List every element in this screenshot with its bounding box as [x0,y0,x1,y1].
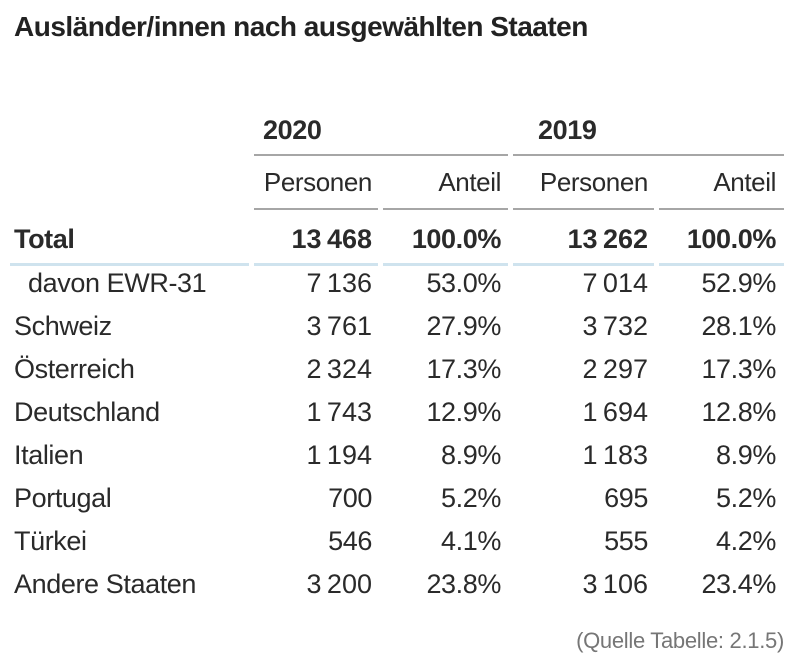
cell-personen-2019: 13 262 [513,210,654,266]
col-header-anteil-2019: Anteil [659,156,784,210]
cell-personen-2020: 3 200 [306,569,373,599]
cell-personen-2020: 3 761 [306,311,373,341]
cell-personen-2020: 2 324 [306,354,373,384]
row-label: Deutschland [14,397,160,427]
cell-anteil-2020: 17.3% [426,354,501,384]
year-header-row: 2020 2019 [10,110,784,156]
year-header-spacer [10,110,249,156]
cell-anteil-2019: 17.3% [701,354,776,384]
cell-anteil-2020: 12.9% [426,397,501,427]
row-label: Andere Staaten [14,569,197,599]
page-title: Ausländer/innen nach ausgewählten Staate… [14,11,588,42]
table-row-tuerkei: Türkei 546 4.1% 555 4.2% [10,524,784,567]
column-header-row: Personen Anteil Personen Anteil [10,156,784,210]
cell-anteil-2019: 4.2% [716,526,776,556]
cell-personen-2019: 3 732 [582,311,649,341]
row-label: Österreich [14,354,135,384]
cell-anteil-2019: 23.4% [701,569,776,599]
table-row-ewr31: davon EWR-31 7 136 53.0% 7 014 52.9% [10,266,784,309]
cell-personen-2019: 7 014 [582,268,649,298]
cell-anteil-2020: 5.2% [441,483,501,513]
cell-personen-2020: 700 [328,483,372,513]
table-row-oesterreich: Österreich 2 324 17.3% 2 297 17.3% [10,352,784,395]
table-row-deutschland: Deutschland 1 743 12.9% 1 694 12.8% [10,395,784,438]
row-label: Schweiz [14,311,112,341]
table-row-portugal: Portugal 700 5.2% 695 5.2% [10,481,784,524]
column-header-spacer [10,156,249,210]
cell-personen-2020: 7 136 [306,268,373,298]
row-label: Total [10,210,249,266]
table-row-andere-staaten: Andere Staaten 3 200 23.8% 3 106 23.4% [10,567,784,610]
cell-anteil-2020: 53.0% [426,268,501,298]
cell-anteil-2020: 4.1% [441,526,501,556]
cell-anteil-2019: 28.1% [701,311,776,341]
cell-anteil-2019: 5.2% [716,483,776,513]
cell-personen-2019: 695 [604,483,648,513]
row-label: Türkei [14,526,87,556]
cell-personen-2019: 2 297 [582,354,649,384]
cell-personen-2020: 1 743 [306,397,373,427]
cell-anteil-2020: 100.0% [383,210,508,266]
cell-anteil-2019: 12.8% [701,397,776,427]
col-header-anteil-2020: Anteil [383,156,508,210]
table-row-schweiz: Schweiz 3 761 27.9% 3 732 28.1% [10,309,784,352]
col-header-personen-2020: Personen [254,156,378,210]
row-label: Portugal [14,483,112,513]
cell-personen-2020: 13 468 [254,210,378,266]
cell-personen-2019: 1 183 [582,440,649,470]
row-label: Italien [14,440,84,470]
table-row-total: Total 13 468 100.0% 13 262 100.0% [10,210,784,266]
cell-personen-2019: 555 [604,526,648,556]
row-label: davon EWR-31 [28,268,207,298]
cell-personen-2019: 1 694 [582,397,649,427]
source-note: (Quelle Tabelle: 2.1.5) [576,628,784,653]
cell-anteil-2020: 8.9% [441,440,501,470]
cell-personen-2020: 546 [328,526,372,556]
cell-anteil-2019: 52.9% [701,268,776,298]
cell-anteil-2019: 100.0% [659,210,784,266]
cell-anteil-2019: 8.9% [716,440,776,470]
cell-personen-2019: 3 106 [582,569,649,599]
foreigners-by-country-table: 2020 2019 Personen Anteil Personen Antei… [5,110,789,610]
cell-anteil-2020: 23.8% [426,569,501,599]
table-row-italien: Italien 1 194 8.9% 1 183 8.9% [10,438,784,481]
year-header-2020: 2020 [254,110,508,156]
col-header-personen-2019: Personen [513,156,654,210]
cell-personen-2020: 1 194 [306,440,373,470]
year-header-2019: 2019 [513,110,784,156]
cell-anteil-2020: 27.9% [426,311,501,341]
